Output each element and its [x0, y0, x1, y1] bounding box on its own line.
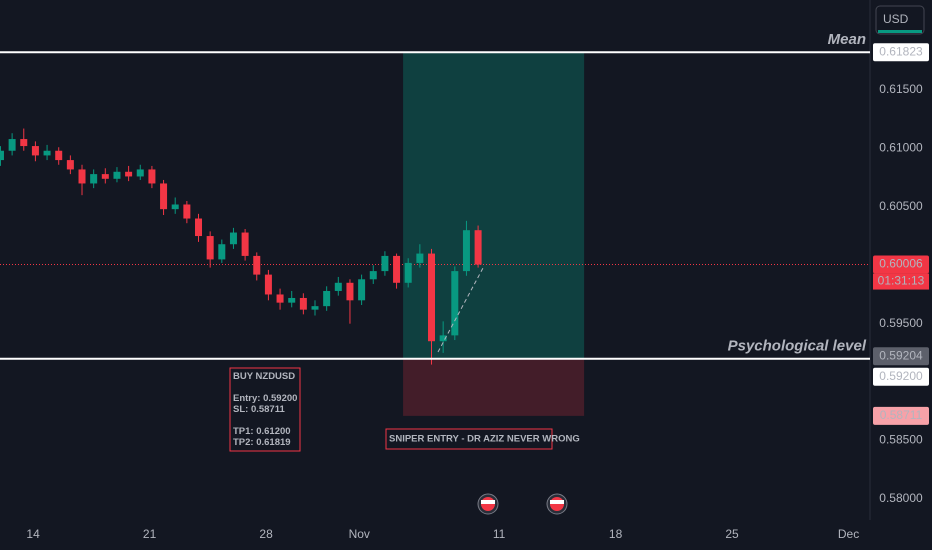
y-tick-label: 0.58000: [879, 491, 923, 505]
candle-body: [358, 279, 366, 301]
candle-body: [148, 169, 156, 184]
x-tick-label: 28: [259, 527, 273, 541]
level-name: Psychological level: [728, 338, 867, 355]
mean-price-label-box: [873, 43, 929, 62]
last-price-label: 0.60006: [879, 257, 923, 271]
x-tick-label: 11: [493, 527, 506, 541]
entry-price-label-box: [873, 347, 929, 366]
candle-body: [78, 169, 86, 184]
candle-body: [428, 253, 436, 342]
candle-body: [276, 294, 284, 303]
candle-body: [311, 306, 319, 310]
candle-body: [346, 282, 354, 301]
y-tick-label: 0.61000: [879, 141, 923, 155]
candle-body: [55, 150, 63, 161]
candle-body: [206, 236, 214, 260]
x-tick-label: 18: [609, 527, 623, 541]
candle-body: [66, 160, 74, 170]
candle-body: [404, 262, 412, 283]
candle-body: [439, 335, 447, 342]
candle-body: [125, 171, 133, 177]
y-tick-label: 0.59500: [879, 316, 923, 330]
note-text: Entry: 0.59200: [233, 393, 297, 404]
candle-body: [369, 271, 377, 280]
candle-body: [416, 253, 424, 263]
note-text: SL: 0.58711: [233, 404, 285, 415]
mean-price-label: 0.61823: [879, 44, 923, 58]
note-text: TP2: 0.61819: [233, 437, 291, 448]
note-box: [229, 367, 301, 452]
event-icon[interactable]: [477, 493, 499, 515]
candle-body: [20, 139, 28, 147]
candle-body: [299, 297, 307, 310]
x-tick-label: 21: [143, 527, 157, 541]
currency-button[interactable]: [875, 5, 925, 35]
candle-body: [462, 230, 470, 272]
countdown-label: 01:31:13: [878, 274, 925, 288]
currency-label: USD: [883, 12, 909, 26]
note-box: [385, 428, 553, 450]
candle-body: [8, 139, 16, 151]
candle-body: [323, 290, 331, 307]
candle-body: [451, 271, 459, 336]
level-name: Mean: [828, 31, 866, 48]
candle-body: [229, 232, 237, 245]
level-price-label: 0.59200: [879, 369, 923, 383]
candle-body: [43, 150, 51, 156]
level-price-label-box: [873, 367, 929, 386]
candle-body: [90, 174, 98, 184]
candle-body: [113, 171, 121, 179]
candle-body: [241, 232, 249, 256]
countdown-box: [873, 273, 929, 290]
stop-price-label-box: [873, 406, 929, 425]
candle-body: [0, 150, 4, 161]
note-text: BUY NZDUSD: [233, 371, 295, 382]
candle-body: [334, 282, 342, 291]
y-tick-label: 0.58500: [879, 433, 923, 447]
candle-body: [136, 169, 144, 177]
stop-price-label: 0.58711: [880, 408, 923, 422]
candle-body: [183, 204, 191, 219]
y-tick-label: 0.61500: [879, 82, 923, 96]
candle-body: [288, 297, 296, 303]
y-tick-label: 0.60500: [879, 199, 923, 213]
candle-body: [474, 230, 482, 265]
candle-body: [381, 255, 389, 272]
currency-underline: [878, 30, 922, 33]
x-tick-label: 14: [26, 527, 40, 541]
note-text: TP1: 0.61200: [233, 426, 291, 437]
entry-price-label: 0.59204: [879, 348, 923, 362]
candle-body: [393, 255, 401, 283]
candle-body: [101, 174, 109, 179]
projection-line: [437, 267, 484, 353]
candle-body: [264, 274, 272, 295]
candle-body: [195, 218, 203, 237]
candle-body: [171, 204, 179, 210]
x-tick-label: Nov: [349, 527, 370, 541]
last-price-label-box: [873, 255, 929, 274]
note-text: SNIPER ENTRY - DR AZIZ NEVER WRONG: [389, 434, 580, 445]
x-tick-label: Dec: [838, 527, 859, 541]
x-tick-label: 25: [725, 527, 739, 541]
event-icon[interactable]: [546, 493, 568, 515]
candle-body: [31, 146, 39, 156]
candle-body: [160, 183, 168, 210]
candle-body: [218, 244, 226, 260]
candle-body: [253, 255, 261, 275]
position-stop-zone: [403, 358, 585, 416]
